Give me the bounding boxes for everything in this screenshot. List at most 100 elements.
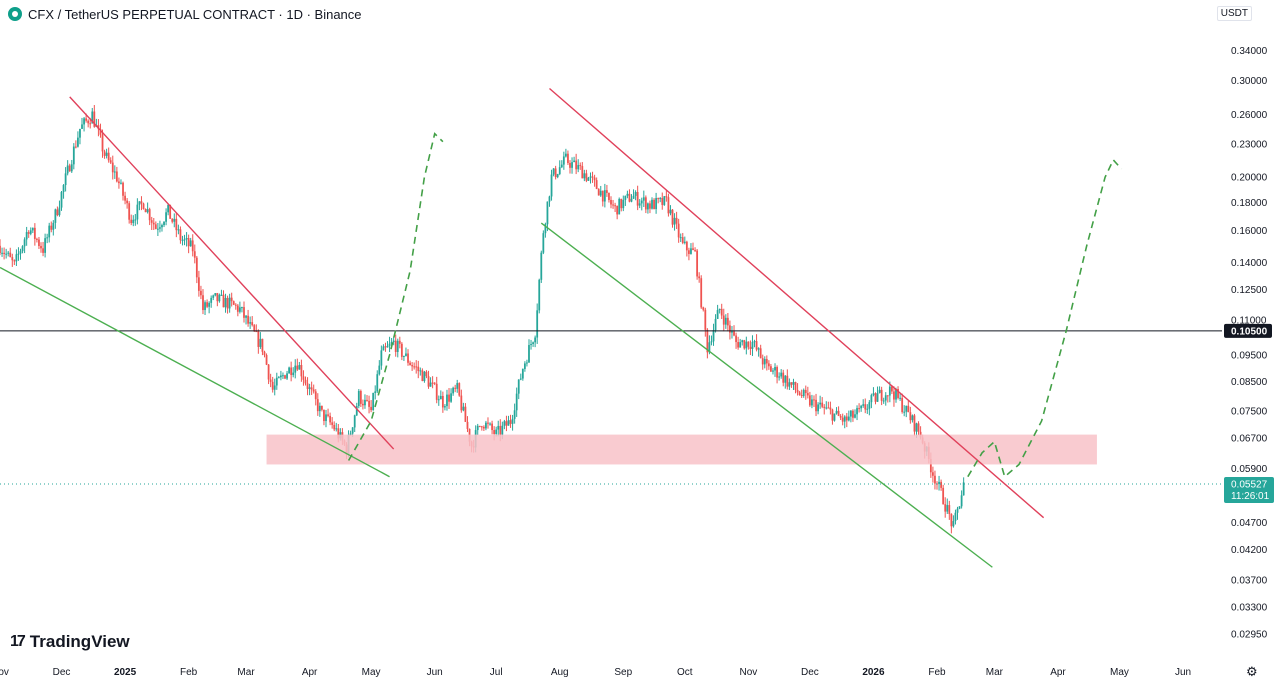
candle-body — [831, 409, 834, 421]
candle-body — [122, 182, 124, 196]
candle-body — [724, 317, 727, 325]
candle-body — [722, 315, 725, 325]
candle-body — [226, 297, 229, 309]
candle-body — [138, 201, 141, 205]
support-zone — [266, 434, 1097, 465]
candle-body — [932, 472, 934, 476]
candle-body — [77, 137, 79, 147]
symbol-title[interactable]: CFX / TetherUS PERPETUAL CONTRACT · 1D ·… — [28, 6, 362, 22]
time-tick-label: Jun — [427, 667, 443, 678]
time-tick-label: Dec — [53, 667, 71, 678]
candle-body — [655, 198, 658, 210]
candle-body — [13, 260, 16, 262]
candle-body — [202, 295, 204, 311]
candle-body — [81, 124, 83, 129]
candle-body — [765, 358, 768, 364]
time-tick-label: Mar — [986, 667, 1004, 678]
candle-body — [124, 195, 126, 201]
candle-body — [733, 331, 735, 336]
candle-body — [374, 391, 377, 393]
candle-body — [591, 176, 594, 178]
candle-body — [612, 204, 614, 206]
time-axis[interactable]: Nov Dec 2025 Feb Mar Apr May Jun Jul Aug Sep Oct Nov… — [0, 657, 1222, 678]
candle-body — [105, 152, 108, 156]
candle-body — [40, 245, 42, 249]
candle-body — [335, 428, 338, 430]
candle-body — [962, 482, 965, 496]
support-trendline — [540, 222, 993, 568]
candle-body — [480, 426, 483, 428]
candle-body — [167, 204, 170, 213]
candle-body — [197, 277, 200, 291]
candle-body — [87, 120, 90, 124]
candle-body — [423, 371, 426, 382]
candle-body — [230, 297, 233, 302]
price-axis[interactable]: 0.34000 0.30000 0.26000 0.23000 0.20000 0.180… — [1222, 0, 1280, 679]
candle-body — [651, 199, 653, 209]
candle-body — [952, 521, 955, 527]
candle-body — [99, 129, 102, 135]
candle-body — [298, 364, 301, 370]
candle-body — [726, 317, 729, 326]
candle-body — [938, 481, 940, 485]
candle-body — [843, 416, 846, 422]
candle-body — [462, 406, 465, 411]
tradingview-logo: 17 TradingView — [10, 632, 130, 651]
price-unit-label[interactable]: USDT — [1216, 6, 1252, 21]
candle-body — [815, 399, 817, 412]
candle-body — [312, 389, 315, 392]
candle-body — [331, 422, 334, 425]
candle-body — [913, 415, 916, 432]
candle-body — [515, 393, 518, 411]
candle-body — [327, 414, 329, 416]
candle-body — [476, 425, 479, 431]
candle-body — [813, 399, 815, 401]
candle-body — [103, 151, 106, 156]
candle-body — [417, 366, 420, 372]
candle-body — [786, 375, 789, 387]
candle-body — [189, 240, 192, 247]
candle-body — [132, 219, 135, 224]
candle-body — [878, 389, 881, 394]
candle-body — [36, 238, 38, 240]
candle-body — [251, 322, 254, 326]
candle-body — [1, 252, 3, 254]
candle-body — [620, 198, 623, 209]
candle-body — [665, 196, 668, 198]
candle-body — [849, 410, 852, 417]
candle-body — [757, 348, 760, 350]
candle-body — [321, 405, 323, 410]
candle-body — [68, 165, 71, 172]
candle-body — [864, 404, 867, 410]
candle-body — [349, 433, 352, 435]
candle-body — [817, 404, 819, 412]
time-tick-label: 2026 — [862, 667, 885, 678]
candle-body — [671, 209, 674, 225]
candle-body — [179, 229, 182, 241]
candle-body — [15, 254, 18, 262]
candle-body — [107, 152, 110, 161]
candle-body — [909, 412, 912, 421]
time-tick-label: Aug — [551, 667, 569, 678]
candle-body — [159, 227, 161, 229]
candle-body — [534, 337, 537, 343]
candle-body — [284, 375, 286, 379]
candle-body — [792, 382, 795, 385]
candle-body — [589, 176, 592, 178]
candle-body — [755, 341, 758, 350]
candle-body — [259, 338, 262, 347]
current-price-label: 0.05527 — [1231, 480, 1268, 491]
candle-body — [222, 294, 225, 308]
candle-body — [72, 146, 75, 165]
candle-body — [316, 399, 319, 412]
candle-body — [425, 371, 428, 377]
candle-body — [161, 225, 163, 228]
candle-body — [433, 382, 436, 384]
candle-body — [532, 342, 534, 345]
candle-body — [489, 423, 491, 425]
candle-body — [83, 118, 85, 125]
candle-body — [659, 198, 662, 200]
candle-body — [523, 363, 526, 369]
settings-gear-icon[interactable]: ⚙ — [1246, 664, 1258, 679]
